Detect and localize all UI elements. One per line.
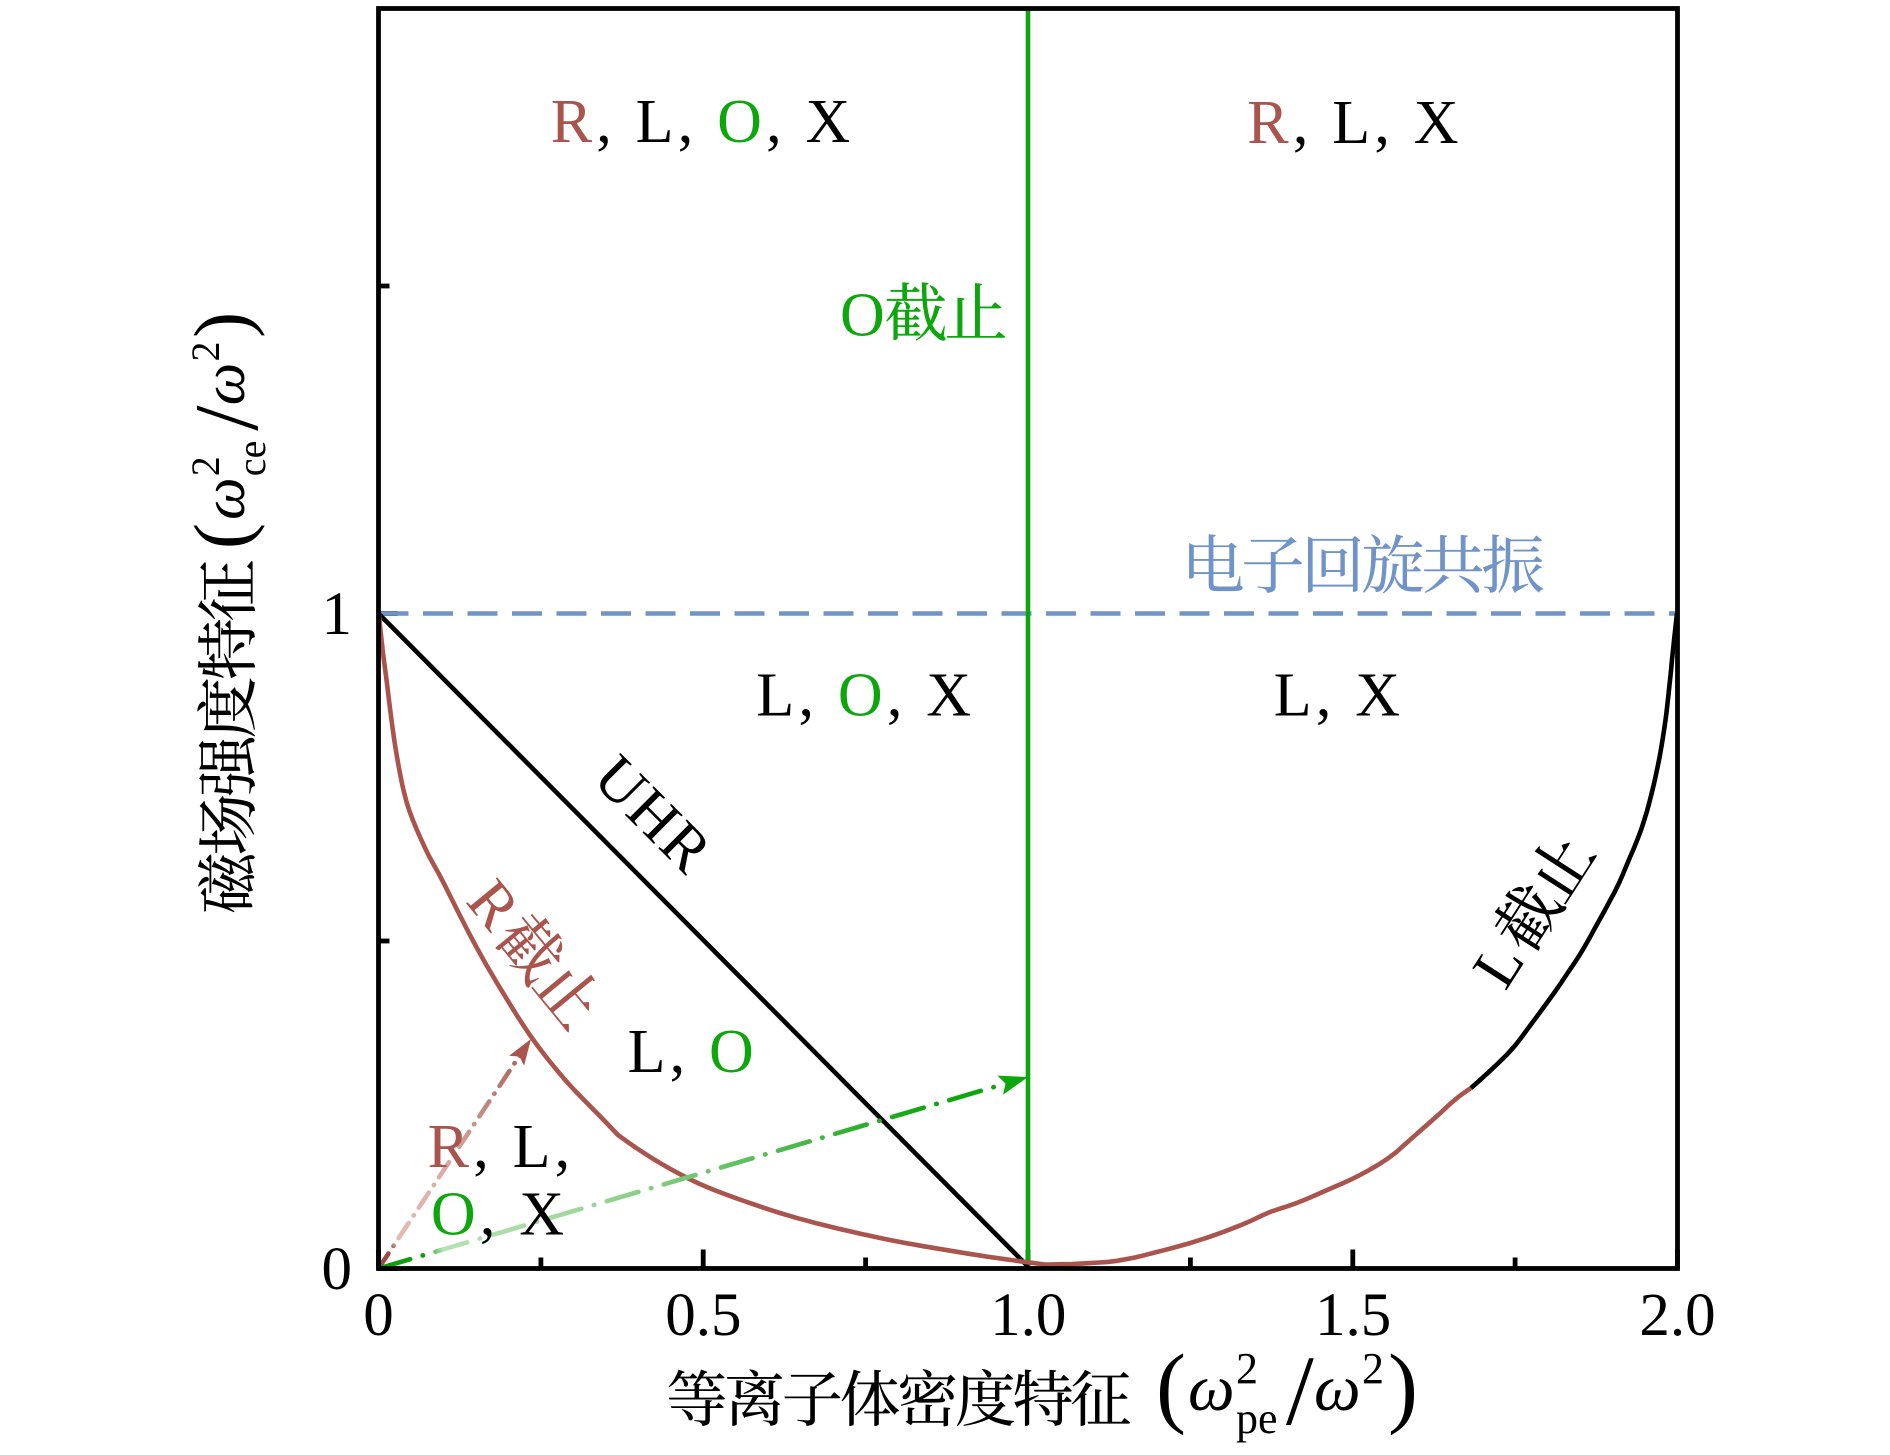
svg-text:1.5: 1.5	[1315, 1282, 1391, 1349]
svg-text:ω: ω	[1188, 1352, 1235, 1425]
svg-text:ω: ω	[1314, 1352, 1361, 1425]
svg-text:ω: ω	[191, 478, 257, 520]
svg-text:ce: ce	[229, 441, 274, 477]
svg-text:): )	[178, 312, 265, 338]
svg-text:/: /	[1286, 1335, 1314, 1446]
svg-text:L, O: L, O	[628, 1018, 758, 1086]
svg-text:1: 1	[322, 581, 353, 648]
svg-text:0: 0	[322, 1236, 353, 1303]
svg-text:R, L,: R, L,	[428, 1113, 575, 1181]
svg-text:O, X: O, X	[431, 1180, 568, 1248]
svg-text:2.0: 2.0	[1639, 1282, 1715, 1349]
svg-text:L, O, X: L, O, X	[756, 662, 975, 730]
svg-text:2: 2	[1362, 1344, 1384, 1393]
svg-text:2: 2	[1236, 1344, 1258, 1393]
svg-text:0.5: 0.5	[665, 1282, 741, 1349]
svg-text:): )	[1388, 1337, 1418, 1436]
svg-text:L, X: L, X	[1274, 662, 1404, 730]
svg-text:/: /	[176, 405, 277, 431]
svg-text:pe: pe	[1236, 1394, 1278, 1443]
svg-text:ω: ω	[191, 363, 257, 405]
svg-text:R, L, O, X: R, L, O, X	[551, 88, 855, 156]
svg-text:O: O	[840, 282, 885, 350]
svg-text:(: (	[178, 523, 265, 549]
svg-text:2: 2	[183, 456, 228, 476]
svg-text:(: (	[1156, 1337, 1186, 1436]
svg-text:0: 0	[363, 1282, 394, 1349]
svg-text:R, L, X: R, L, X	[1247, 89, 1462, 157]
svg-text:1.0: 1.0	[990, 1282, 1066, 1349]
svg-text:2: 2	[183, 342, 228, 362]
